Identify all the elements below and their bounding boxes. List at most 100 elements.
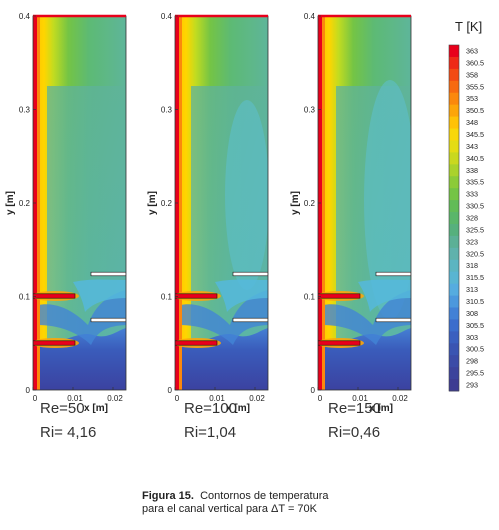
colorbar-level-label: 355.5 xyxy=(466,82,484,91)
x-tick-label: 0.02 xyxy=(107,394,123,403)
colorbar-level-label: 338 xyxy=(466,166,478,175)
colorbar-level-label: 318 xyxy=(466,261,478,270)
x-tick-label: 0 xyxy=(33,394,38,403)
colorbar-level-label: 303 xyxy=(466,333,478,342)
colorbar-swatch xyxy=(449,331,459,344)
x-tick-label: 0.02 xyxy=(392,394,408,403)
panel-2-ri-label: Ri=1,04 xyxy=(184,424,237,441)
colorbar-level-label: 348 xyxy=(466,118,478,127)
colorbar-level-label: 360.5 xyxy=(466,58,484,67)
heated-fin xyxy=(33,293,76,299)
caption-line-1: Contornos de temperatura xyxy=(200,490,329,502)
colorbar-swatch xyxy=(449,104,459,117)
colorbar-swatch xyxy=(449,56,459,70)
y-tick-label: 0.3 xyxy=(161,106,173,115)
adiabatic-fin xyxy=(232,271,268,277)
y-axis-title: y [m] xyxy=(290,191,301,215)
panel-2-re-label: Re=100 xyxy=(184,400,237,417)
panel-1-ri-label: Ri= 4,16 xyxy=(40,424,97,441)
colorbar-swatch xyxy=(449,80,459,94)
y-axis-title: y [m] xyxy=(147,191,158,215)
colorbar-swatch xyxy=(449,116,459,129)
colorbar-swatch xyxy=(449,128,459,141)
colorbar-level-label: 293 xyxy=(466,381,478,390)
colorbar-level-label: 363 xyxy=(466,46,478,55)
colorbar-swatch xyxy=(449,140,459,153)
panel-1-re-label: Re=50 xyxy=(40,400,85,417)
x-tick-label: 0 xyxy=(175,394,180,403)
colorbar-level-label: 335.5 xyxy=(466,178,484,187)
colorbar-level-label: 325.5 xyxy=(466,225,484,234)
colorbar-level-label: 300.5 xyxy=(466,345,484,354)
x-axis-title: x [m] xyxy=(84,403,108,414)
contour-panel-2: 0.4 0.3 0.2 0.1 00 0.01 0.02x [m] y [m] xyxy=(147,12,269,414)
colorbar-swatch xyxy=(449,176,459,189)
heated-fin xyxy=(33,340,76,346)
y-tick-label: 0.4 xyxy=(304,12,316,21)
y-tick-label: 0 xyxy=(26,386,31,395)
panel-3-ri-label: Ri=0,46 xyxy=(328,424,381,441)
colorbar-swatch xyxy=(449,212,459,225)
adiabatic-fin xyxy=(232,317,268,323)
y-tick-label: 0.4 xyxy=(19,12,31,21)
colorbar-level-label: 295.5 xyxy=(466,369,484,378)
colorbar-swatch xyxy=(449,283,459,296)
colorbar-level-label: 343 xyxy=(466,142,478,151)
colorbar-swatch xyxy=(449,379,459,392)
colorbar-level-label: 308 xyxy=(466,309,478,318)
adiabatic-fin xyxy=(375,317,411,323)
adiabatic-fin xyxy=(90,317,126,323)
y-tick-label: 0 xyxy=(168,386,173,395)
x-tick-label: 0.01 xyxy=(67,394,83,403)
heated-fin xyxy=(175,293,218,299)
panel-3-re-label: Re=150 xyxy=(328,400,381,417)
colorbar-level-label: 340.5 xyxy=(466,154,484,163)
y-tick-label: 0.1 xyxy=(161,293,173,302)
y-tick-label: 0.1 xyxy=(304,293,316,302)
x-axis-title: x [m] xyxy=(226,403,250,414)
colorbar-swatch xyxy=(449,295,459,308)
colorbar-level-label: 320.5 xyxy=(466,249,484,258)
y-tick-label: 0.1 xyxy=(19,293,31,302)
heated-fin xyxy=(318,340,361,346)
colorbar-swatch xyxy=(449,45,459,58)
colorbar-swatch xyxy=(449,235,459,249)
colorbar-swatch xyxy=(449,188,459,201)
colorbar-swatch xyxy=(449,68,459,82)
colorbar-level-label: 330.5 xyxy=(466,202,484,211)
colorbar-swatch xyxy=(449,223,459,237)
colorbar-level-label: 358 xyxy=(466,70,478,79)
y-tick-label: 0.4 xyxy=(161,12,173,21)
colorbar-swatch xyxy=(449,247,459,261)
adiabatic-fin xyxy=(90,271,126,277)
y-axis-title: y [m] xyxy=(5,191,16,215)
y-tick-label: 0.3 xyxy=(304,106,316,115)
colorbar: 363 360.5 358 355.5 353 350.5 348 345.5 343 340.5… xyxy=(448,44,484,392)
colorbar-level-label: 313 xyxy=(466,285,478,294)
colorbar-swatch xyxy=(449,92,459,106)
x-tick-label: 0.01 xyxy=(352,394,368,403)
colorbar-level-label: 345.5 xyxy=(466,130,484,139)
colorbar-swatch xyxy=(449,319,459,332)
contour-panel-1: 0.4 0.3 0.2 0.1 00 0.01 0.02x [m] y [m] xyxy=(5,12,127,414)
colorbar-level-label: 298 xyxy=(466,357,478,366)
x-axis-title: x [m] xyxy=(369,403,393,414)
colorbar-swatch xyxy=(449,355,459,368)
colorbar-swatch xyxy=(449,259,459,273)
colorbar-swatch xyxy=(449,343,459,356)
colorbar-swatch xyxy=(449,200,459,213)
y-tick-label: 0.2 xyxy=(161,199,173,208)
colorbar-level-label: 305.5 xyxy=(466,321,484,330)
colorbar-level-label: 310.5 xyxy=(466,297,484,306)
contour-panel-3: 0.4 0.3 0.2 0.1 00 0.01 0.02x [m] y [m] xyxy=(290,12,412,414)
caption-line-2: para el canal vertical para ΔT = 70K xyxy=(142,503,317,515)
colorbar-swatch xyxy=(449,271,459,285)
y-tick-label: 0.2 xyxy=(304,199,316,208)
heated-fin xyxy=(175,340,218,346)
y-tick-label: 0 xyxy=(311,386,316,395)
y-tick-label: 0.3 xyxy=(19,106,31,115)
colorbar-swatch xyxy=(449,152,459,165)
colorbar-level-label: 323 xyxy=(466,237,478,246)
heated-fin xyxy=(318,293,361,299)
